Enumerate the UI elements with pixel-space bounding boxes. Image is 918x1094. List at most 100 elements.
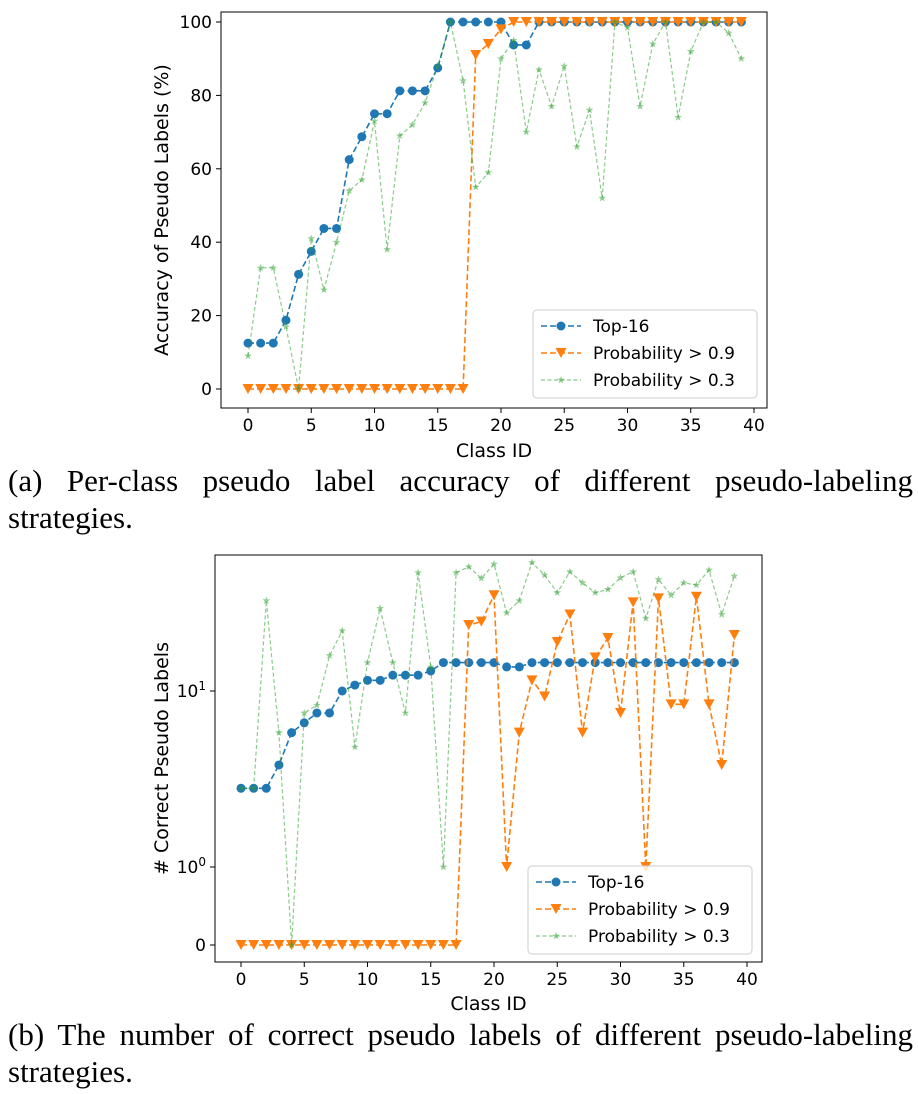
legend-label: Probability > 0.3 (588, 927, 730, 947)
data-point (483, 17, 493, 27)
data-point (520, 17, 532, 27)
series-line (247, 20, 742, 390)
legend-marker (551, 877, 561, 887)
data-point (539, 691, 551, 702)
y-axis-label: Accuracy of Pseudo Labels (%) (151, 64, 173, 356)
data-point (313, 701, 321, 709)
data-point (332, 238, 341, 246)
data-point (399, 940, 411, 950)
data-point (712, 18, 720, 26)
data-point (735, 17, 747, 27)
data-point (674, 113, 682, 121)
y-tick-label: 0 (195, 936, 206, 956)
x-tick-label: 25 (553, 416, 575, 436)
data-point (667, 591, 675, 599)
data-point (298, 940, 310, 950)
data-point (629, 567, 637, 575)
data-point (244, 352, 252, 360)
y-tick-label: 80 (190, 86, 212, 106)
legend-label: Probability > 0.9 (588, 900, 730, 920)
data-point (294, 269, 304, 279)
y-tick-label: 0 (201, 380, 212, 400)
data-point (672, 17, 684, 27)
x-tick-label: 30 (610, 970, 632, 990)
data-point (337, 686, 347, 696)
data-point (375, 675, 385, 685)
data-point (535, 65, 543, 73)
x-tick-label: 10 (364, 416, 386, 436)
data-point (641, 658, 651, 668)
data-point (717, 658, 727, 668)
data-point (426, 662, 435, 671)
data-point (256, 263, 265, 272)
series-line (241, 561, 735, 946)
series-line (241, 594, 736, 946)
series-probability-0-3 (244, 18, 746, 393)
data-point (358, 175, 366, 183)
data-point (634, 17, 646, 27)
data-point (394, 384, 406, 394)
x-tick-label: 0 (243, 416, 254, 436)
axes-frame (214, 554, 763, 963)
data-point (513, 727, 525, 738)
data-point (705, 566, 713, 574)
data-point (438, 658, 448, 668)
data-point (464, 562, 473, 570)
data-point (413, 670, 423, 680)
data-point (369, 384, 380, 394)
data-point (349, 940, 361, 950)
series-probability-0-3 (237, 558, 739, 949)
legend-label: Top-16 (587, 873, 644, 893)
data-point (351, 743, 359, 751)
data-point (642, 614, 650, 622)
data-point (598, 194, 606, 202)
data-point (452, 568, 460, 576)
data-point (495, 24, 507, 35)
x-axis-label: Class ID (450, 993, 526, 1015)
x-tick-label: 0 (236, 970, 247, 990)
data-point (623, 23, 632, 31)
data-point (325, 708, 335, 718)
data-point (604, 585, 612, 593)
data-point (262, 596, 271, 604)
data-point (471, 17, 481, 27)
data-point (362, 940, 373, 950)
x-tick-label: 30 (617, 416, 639, 436)
data-point (737, 54, 746, 62)
data-point (280, 384, 292, 394)
data-point (616, 573, 625, 581)
data-point (319, 223, 329, 233)
data-point (383, 245, 391, 253)
data-point (414, 568, 422, 576)
data-point (350, 680, 360, 690)
x-tick-label: 35 (673, 970, 695, 990)
data-point (268, 338, 278, 348)
data-point (678, 699, 690, 710)
data-point (389, 658, 397, 666)
data-point (320, 285, 328, 294)
data-point (540, 658, 550, 668)
data-point (287, 728, 297, 738)
data-point (490, 560, 498, 568)
series-probability-0-9 (242, 17, 747, 394)
data-point (564, 609, 576, 620)
data-point (679, 658, 689, 668)
data-point (546, 17, 558, 27)
data-point (566, 567, 574, 575)
legend-marker (556, 321, 566, 331)
data-point (482, 39, 494, 50)
data-point (412, 940, 424, 950)
data-point (235, 940, 247, 950)
legend-marker (557, 376, 565, 384)
y-tick-label: 101 (177, 679, 206, 702)
data-point (717, 610, 726, 618)
data-point (685, 17, 697, 27)
data-point (521, 40, 531, 50)
legend: Top-16 Probability > 0.9 Probability > 0.3 (527, 865, 753, 955)
data-point (450, 940, 462, 950)
data-point (666, 658, 676, 668)
data-point (577, 727, 589, 738)
data-point (686, 47, 695, 55)
data-point (243, 338, 253, 348)
axes-frame (220, 11, 768, 409)
